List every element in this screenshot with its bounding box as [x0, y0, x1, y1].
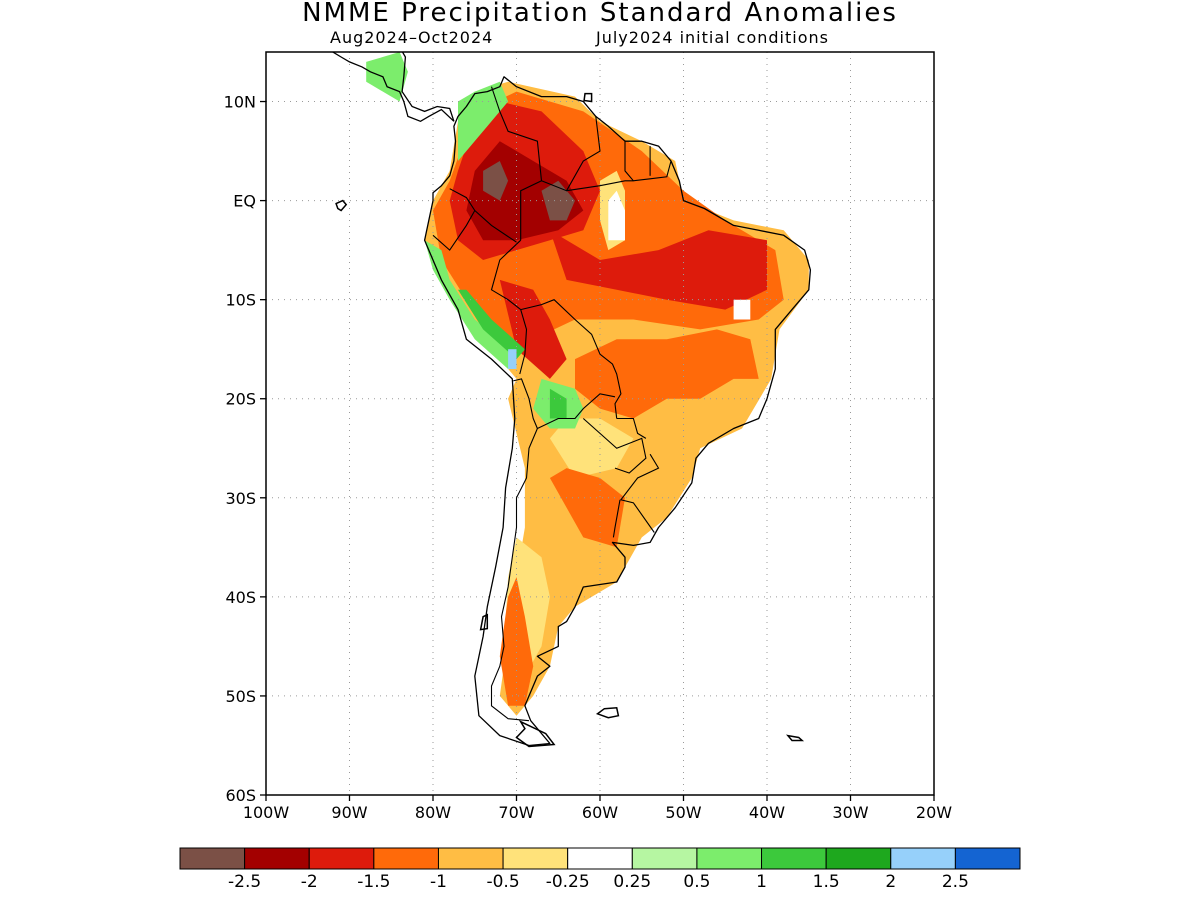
colorbar-label-7: 0.5 [683, 872, 710, 892]
colorbar-swatch-3 [373, 847, 439, 870]
colorbar-swatch-2 [308, 847, 375, 870]
y-tick-label-7: 60S [225, 786, 256, 805]
anomaly-region-21 [366, 52, 408, 102]
colorbar-swatch-10 [825, 847, 892, 870]
country-border-9 [520, 299, 622, 419]
colorbar-label-5: -0.25 [546, 872, 590, 892]
y-tick-label-2: 10S [225, 291, 256, 310]
y-tick-label-0: 10N [224, 93, 256, 112]
map-title: NMME Precipitation Standard Anomalies [302, 0, 898, 28]
island-3 [583, 92, 593, 103]
colorbar-swatch-0 [179, 847, 246, 870]
country-border-3 [541, 116, 601, 192]
anomaly-region-3 [549, 418, 634, 478]
colorbar-label-3: -1 [430, 872, 447, 892]
colorbar-label-11: 2.5 [942, 872, 969, 892]
anomaly-region-15 [733, 299, 751, 320]
colorbar-swatch-9 [761, 847, 827, 870]
x-tick-label-5: 50W [665, 803, 701, 822]
colorbar-label-0: -2.5 [228, 872, 261, 892]
anomaly-region-7 [549, 230, 767, 310]
y-tick-label-3: 20S [225, 390, 256, 409]
y-tick-label-4: 30S [225, 489, 256, 508]
country-border-2 [490, 86, 543, 241]
anomaly-region-2 [499, 577, 534, 706]
colorbar-label-10: 2 [885, 872, 896, 892]
colorbar-swatch-12 [954, 847, 1021, 870]
island-4 [515, 719, 556, 748]
central-america-pacific-coast [331, 52, 455, 123]
anomaly-region-14 [608, 190, 625, 241]
anomaly-region-17 [458, 289, 525, 360]
country-border-1 [432, 210, 476, 251]
axis-ticks: 100W 90W 80W 70W 60W 50W 40W 30W 20W 10N EQ 10S 20S 3… [224, 93, 953, 822]
anomaly-region-4 [549, 468, 625, 548]
island-2 [786, 734, 805, 742]
x-tick-label-0: 100W [243, 803, 290, 822]
initial-conditions: July2024 initial conditions [596, 28, 829, 47]
country-border-10 [537, 393, 616, 429]
colorbar-label-8: 1 [756, 872, 767, 892]
colorbar-label-6: 0.25 [613, 872, 651, 892]
x-tick-label-1: 90W [331, 803, 367, 822]
colorbar-label-2: -1.5 [357, 872, 390, 892]
x-tick-label-7: 30W [832, 803, 868, 822]
central-america-caribbean-coast [401, 52, 455, 122]
country-border-13 [490, 428, 538, 722]
colorbar-swatch-11 [890, 847, 956, 870]
x-tick-label-4: 60W [582, 803, 618, 822]
country-border-7 [490, 239, 528, 375]
colorbar-label-1: -2 [301, 872, 318, 892]
island-1 [595, 706, 620, 719]
colorbar-swatch-8 [696, 847, 763, 870]
colorbar-label-9: 1.5 [813, 872, 840, 892]
colorbar-swatch-5 [502, 847, 569, 870]
island-0 [335, 199, 348, 212]
forecast-period: Aug2024–Oct2024 [330, 28, 494, 47]
colorbar-swatch-4 [437, 847, 504, 870]
colorbar-swatch-7 [631, 847, 698, 870]
anomaly-region-19 [549, 388, 567, 419]
y-tick-label-1: EQ [233, 192, 256, 211]
south-america-coastline [423, 76, 812, 747]
country-border-12 [616, 417, 647, 439]
coast-and-borders [331, 52, 812, 748]
anomaly-region-22 [508, 349, 517, 369]
anomaly-region-11 [483, 161, 509, 201]
colorbar-swatch-1 [244, 847, 310, 870]
island-5 [479, 613, 489, 631]
country-border-8 [513, 378, 538, 429]
colorbar: -2.5 -2 -1.5 -1 -0.5 -0.25 0.25 0.5 1 1.5 2 2.5 [179, 847, 1021, 892]
y-tick-label-6: 50S [225, 687, 256, 706]
x-tick-label-8: 20W [916, 803, 952, 822]
country-border-15 [612, 499, 621, 538]
x-tick-label-3: 70W [498, 803, 534, 822]
x-tick-label-2: 80W [415, 803, 451, 822]
y-tick-label-5: 40S [225, 588, 256, 607]
colorbar-swatch-6 [567, 847, 633, 870]
country-border-11 [582, 418, 647, 474]
x-tick-label-6: 40W [749, 803, 785, 822]
country-border-14 [619, 453, 660, 533]
country-border-5 [624, 141, 634, 182]
anomaly-region-5 [575, 329, 759, 419]
colorbar-label-4: -0.5 [486, 872, 519, 892]
